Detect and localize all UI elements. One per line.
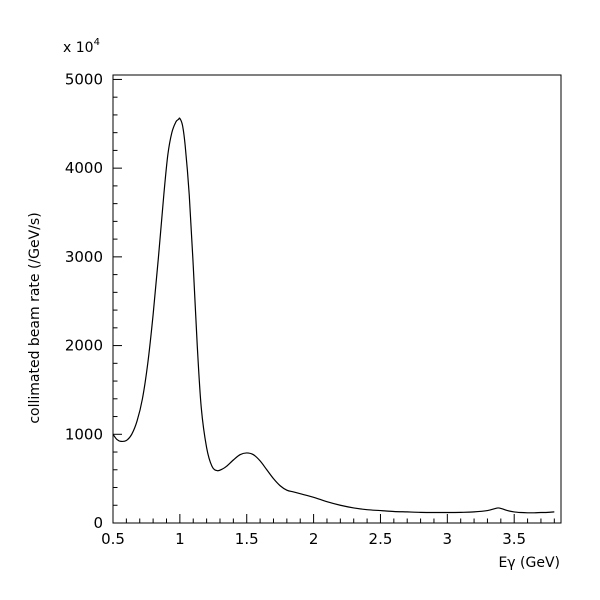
- x-tick-label: 3.5: [502, 530, 526, 548]
- y-tick-label: 2000: [65, 337, 103, 355]
- x-tick-label: 1: [175, 530, 185, 548]
- x-tick-label: 2: [309, 530, 319, 548]
- y-multiplier: x 104: [63, 37, 100, 56]
- x-axis-ticks: 0.5 1 1.5 2 2.5 3 3.5: [101, 514, 555, 548]
- x-axis-title: Eγ (GeV): [498, 555, 560, 571]
- y-tick-label: 0: [93, 514, 103, 532]
- x-tick-label: 1.5: [235, 530, 259, 548]
- y-tick-label: 1000: [65, 425, 103, 443]
- y-axis-ticks: 0 1000 2000 3000 4000 5000: [65, 70, 122, 532]
- beam-rate-curve: [112, 117, 555, 514]
- y-tick-label: 3000: [65, 248, 103, 266]
- plot-frame: [112, 74, 562, 524]
- x-tick-label: 3: [443, 530, 453, 548]
- x-tick-label: 0.5: [101, 530, 125, 548]
- y-tick-label: 4000: [65, 159, 103, 177]
- y-tick-label: 5000: [65, 70, 103, 88]
- y-axis-title: collimated beam rate (/GeV/s): [27, 212, 43, 423]
- x-tick-label: 2.5: [369, 530, 393, 548]
